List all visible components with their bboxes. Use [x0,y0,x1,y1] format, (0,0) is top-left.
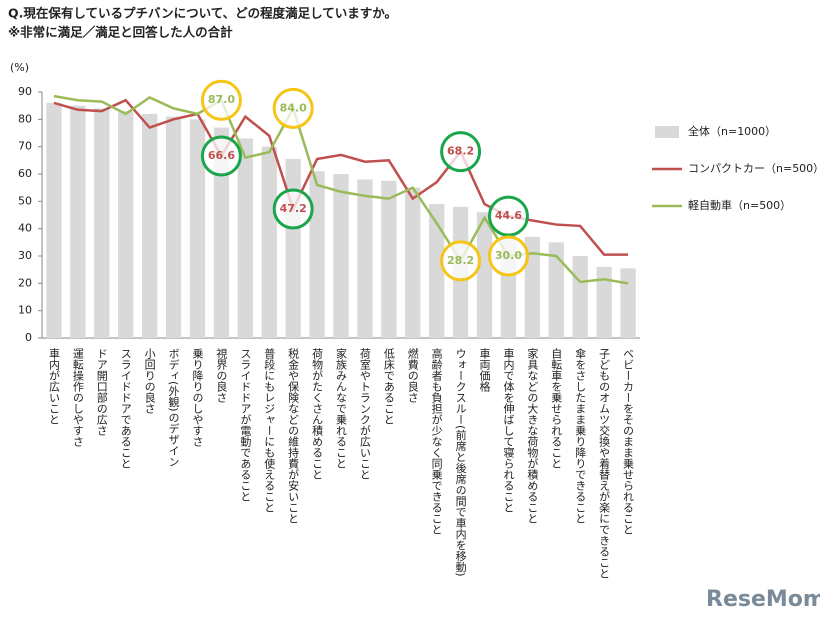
x-tick-label: 車両価格 [478,347,491,393]
bar [429,204,445,338]
bar [285,158,301,338]
y-tick-label: 70 [18,140,32,153]
y-tick-label: 60 [18,167,32,180]
x-tick-label: ウォークスルー(前席と後席の間で車内を移動) [454,348,467,577]
x-tick-label: ドア開口部の広さ [95,348,108,436]
x-tick-label: 乗り降りのしやすさ [191,348,204,447]
label-circle [487,195,529,237]
x-tick-label: 燃費の良さ [406,347,419,403]
label-circle [200,79,242,121]
y-tick-label: 90 [18,85,32,98]
x-tick-label: 低床であること [382,348,395,425]
y-axis-label: (%) [10,61,29,74]
y-tick-label: 20 [18,276,32,289]
y-tick-label: 10 [18,304,32,317]
x-tick-label: 自転車を乗せられること [550,348,563,469]
x-tick-label: 視界の良さ [215,347,228,403]
x-tick-label: ベビーカーをそのまま乗せられること [622,348,635,535]
x-tick-label: 普段にもレジャーにも使えること [263,347,276,513]
data-label: 28.2 [447,254,474,267]
label-circle [200,135,242,177]
data-label: 44.6 [495,209,522,222]
data-label: 66.6 [208,149,235,162]
x-tick-label: スライドドアであること [119,348,132,469]
legend-label: 全体（n=1000） [688,124,776,138]
label-circle [272,87,314,129]
x-tick-label: 運転操作のしやすさ [71,348,84,447]
x-tick-label: 高齢者も負担が少なく同乗できること [430,347,443,535]
bar [165,116,182,338]
line [53,94,629,285]
x-tick-label: 荷物がたくさん積めること [311,348,324,480]
x-tick-label: 傘をさしたまま乗り降りできること [574,348,587,524]
bar [118,111,134,338]
label-circle [487,235,529,277]
label-circle [272,188,314,230]
bar [476,212,493,338]
label-circle [440,240,482,282]
y-tick-label: 80 [18,112,32,125]
data-label: 30.0 [495,249,522,262]
bar [596,266,612,338]
chart-subtitle: ※非常に満足／満足と回答した人の合計 [8,25,233,40]
bar [381,180,397,338]
data-label: 84.0 [280,101,307,114]
bar [548,242,564,338]
data-label: 87.0 [208,93,235,106]
bar [357,179,373,338]
bar [405,187,421,338]
bar [309,171,325,338]
x-tick-label: 家具などの大きな荷物が積めること [526,347,539,524]
label-circle [440,131,482,173]
legend-label: 軽自動車（n=500） [688,198,791,212]
bar [620,268,636,338]
bar [261,146,277,338]
x-tick-label: 車内が広いこと [47,347,60,425]
x-tick-label: 荷室やトランクが広いこと [358,348,371,480]
legend-label: コンパクトカー（n=500） [688,162,820,175]
bar [333,174,349,338]
bar [94,108,110,339]
data-label: 68.2 [447,145,474,158]
bar [46,102,62,338]
bar [70,105,86,339]
bar [213,127,230,339]
x-tick-label: 車内で体を伸ばして寝られること [502,347,515,513]
data-label: 47.2 [280,202,307,215]
bar [189,119,206,338]
watermark: ReseMom [706,587,820,612]
x-tick-label: ボディ(外観)のデザイン [167,348,180,467]
bar [141,113,158,338]
bar [524,236,541,338]
y-tick-label: 0 [25,331,32,344]
x-tick-label: スライドドアが電動であること [239,348,252,502]
bar [572,256,588,338]
y-tick-label: 50 [18,194,32,207]
y-tick-label: 30 [18,249,32,262]
x-tick-label: 小回りの良さ [143,348,156,414]
x-tick-label: 家族みんなで乗れること [335,347,348,469]
x-tick-label: 子どものオムツ交換や着替えが楽にできること [598,348,611,579]
line [53,98,629,256]
x-tick-label: 税金や保険などの維持費が安いこと [287,347,300,524]
y-tick-label: 40 [18,222,32,235]
bar [237,138,253,338]
legend-swatch [655,126,679,138]
chart-title: Q.現在保有しているプチバンについて、どの程度満足していますか。 [8,6,397,21]
